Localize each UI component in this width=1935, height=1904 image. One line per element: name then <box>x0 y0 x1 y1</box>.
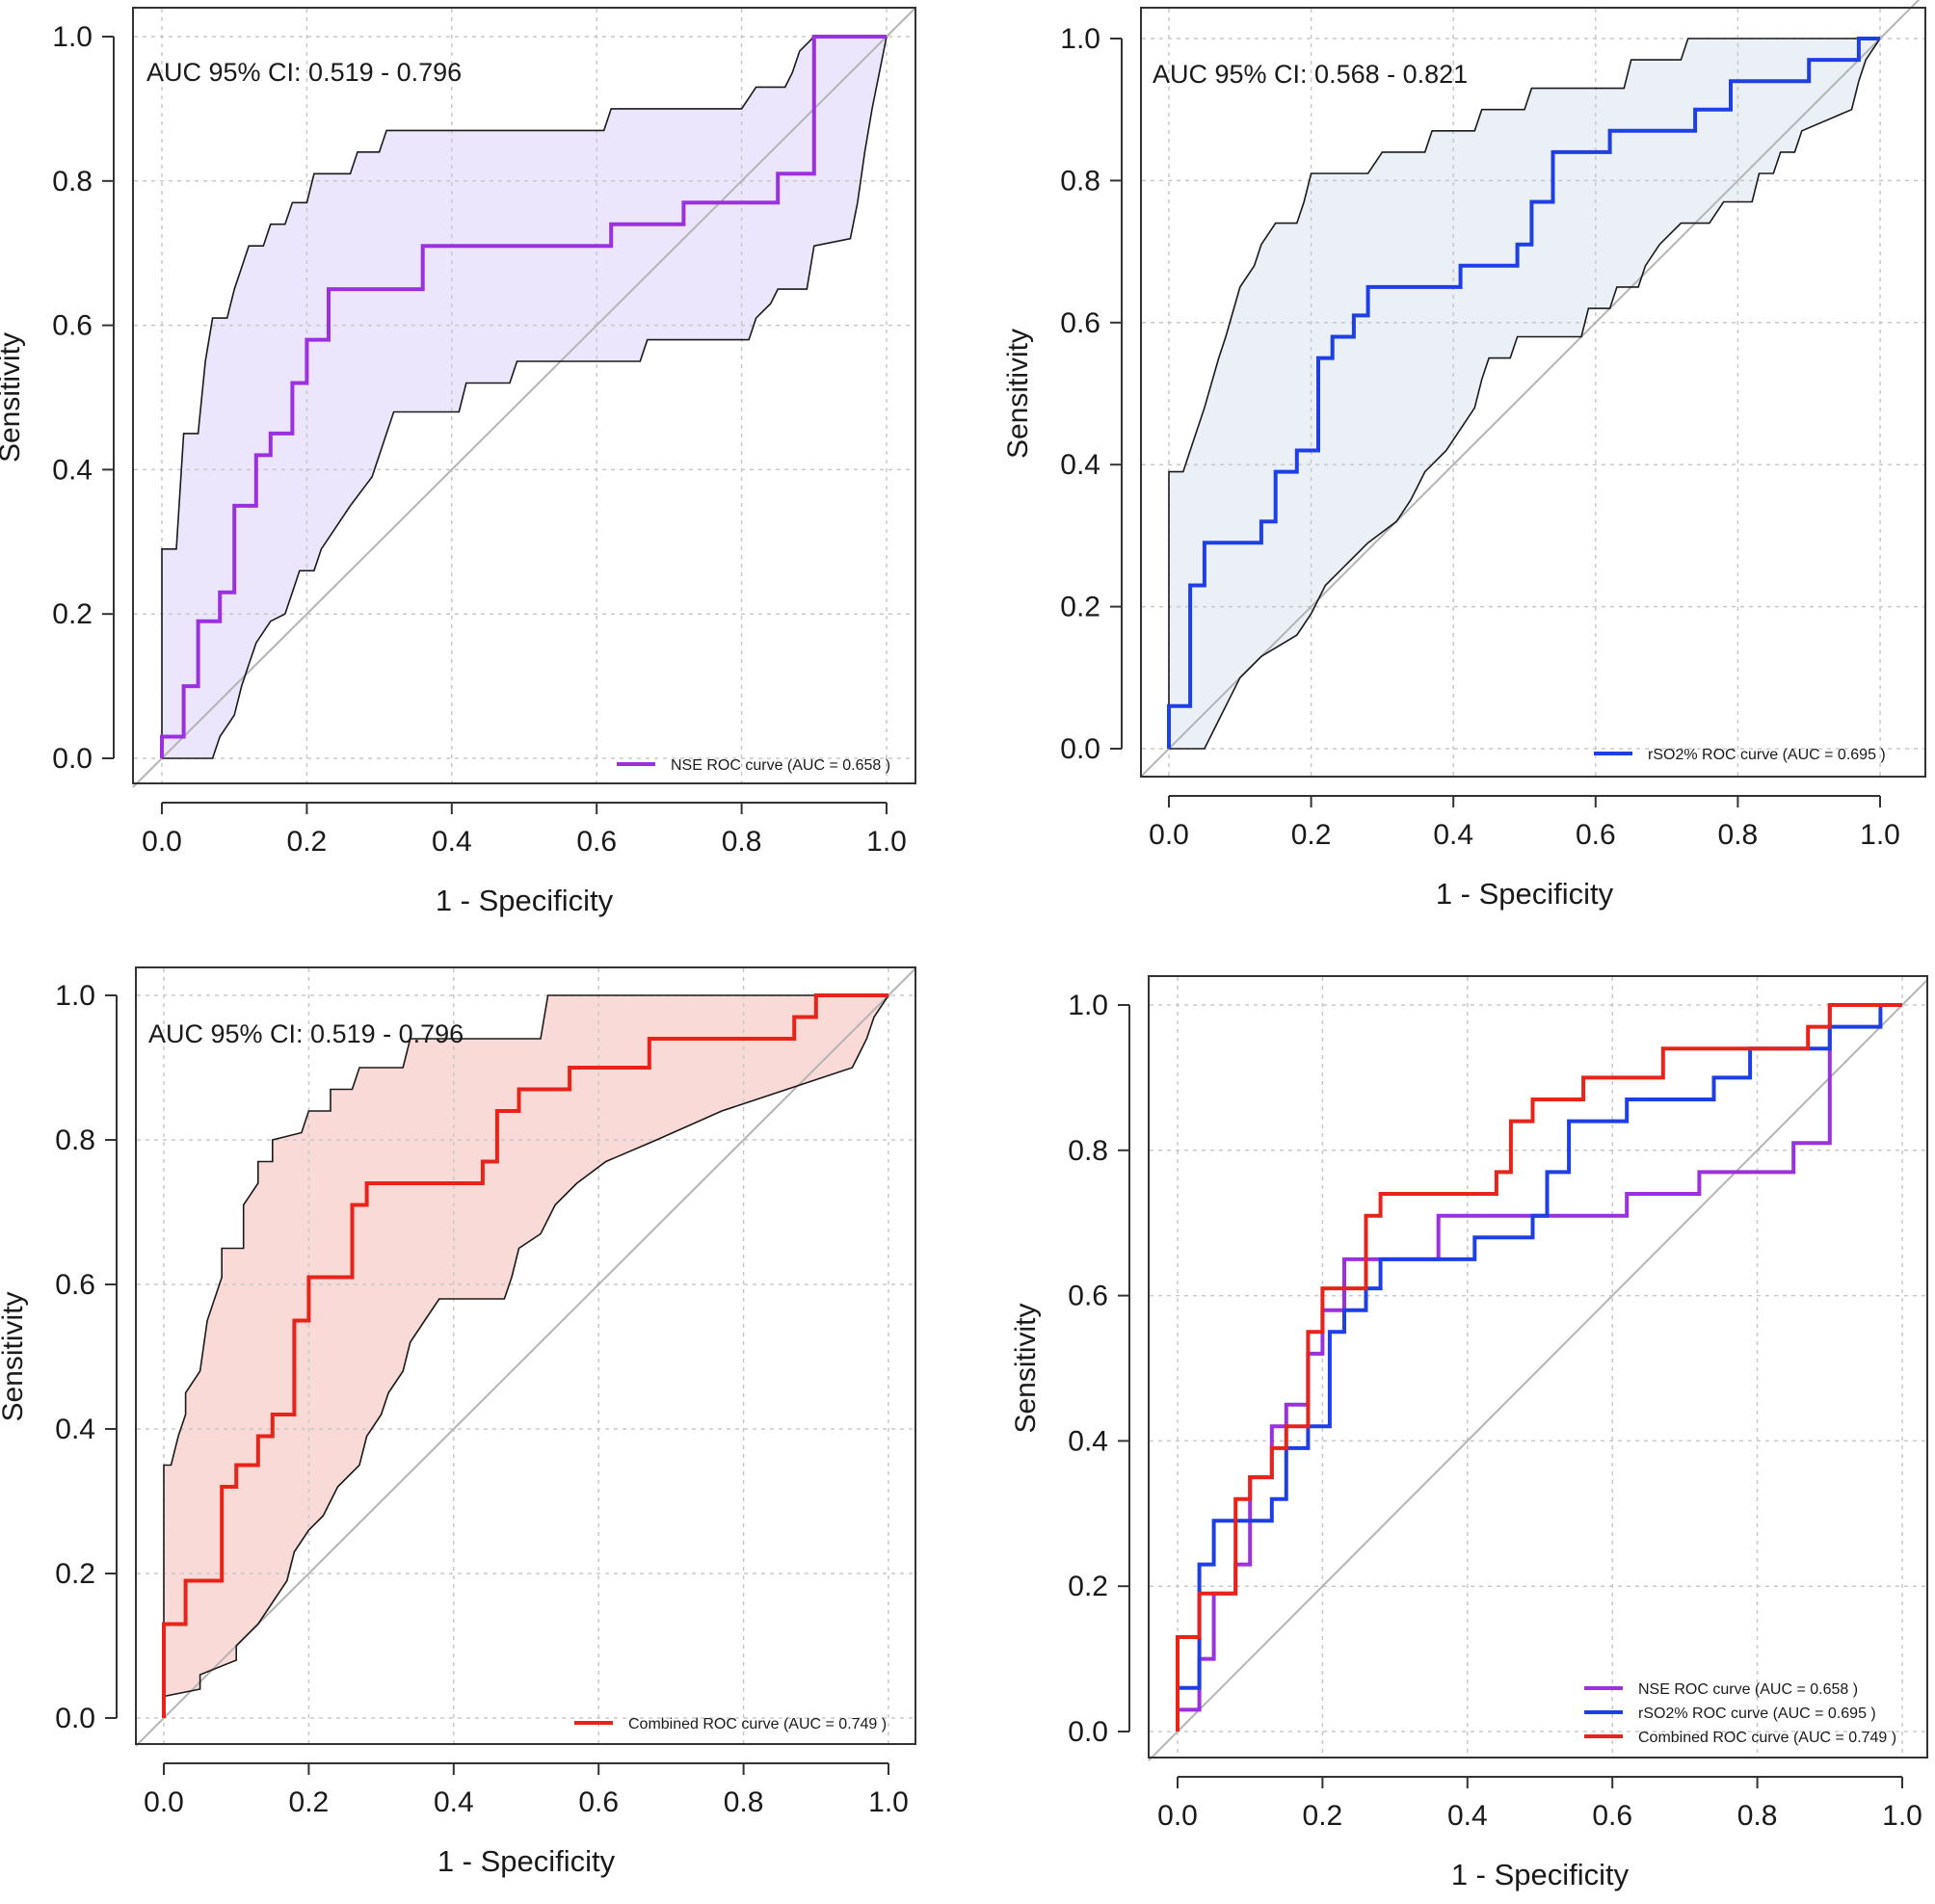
chart-1-series-1-line <box>160 35 887 758</box>
chart-2-series-1-line <box>1167 37 1880 749</box>
chart-3-x-tick-label: 1.0 <box>868 1786 909 1818</box>
chart-1-ci-lower <box>162 36 888 759</box>
chart-1: 0.0 0.2 0.4 0.6 0.8 1.0 1 - Specificity 0.0 0.2 0… <box>0 7 916 917</box>
chart-2-x-label: 1 - Specificity <box>1436 877 1614 911</box>
chart-4-legend-label-1: NSE ROC curve (AUC = 0.658 ) <box>1638 1681 1858 1698</box>
chart-1-x-tick-label: 0.0 <box>142 826 182 858</box>
chart-4-y-label: Sensitivity <box>1010 1303 1042 1433</box>
chart-2-y-tick-label: 0.4 <box>1060 449 1100 481</box>
chart-4-x-tick-label: 0.2 <box>1303 1800 1343 1832</box>
chart-2-y-tick-label: 0.6 <box>1060 307 1100 339</box>
chart-3-ci-lower <box>163 994 889 1718</box>
chart-1-y-tick-label: 0.4 <box>52 454 93 486</box>
chart-2-y-tick-label: 0.8 <box>1060 165 1100 197</box>
chart-3-x-tick-label: 0.8 <box>724 1786 764 1818</box>
chart-2-x-tick-label: 0.4 <box>1433 819 1473 851</box>
chart-3-x-tick-label: 0.6 <box>578 1786 619 1818</box>
chart-1-x-tick-label: 0.6 <box>576 826 617 858</box>
chart-3: 0.0 0.2 0.4 0.6 0.8 1.0 1 - Specificity 0.0 0.2 0… <box>0 966 916 1878</box>
chart-4-legend-label-2: rSO2% ROC curve (AUC = 0.695 ) <box>1638 1706 1876 1722</box>
chart-2-frame <box>1140 7 1926 778</box>
chart-3-ci-band <box>164 995 888 1718</box>
chart-3-x-tick-label: 0.2 <box>289 1786 330 1818</box>
chart-1-y-tick-label: 0.2 <box>52 598 93 630</box>
chart-4-x-tick-label: 1.0 <box>1882 1800 1922 1832</box>
chart-3-annotation: AUC 95% CI: 0.519 - 0.796 <box>148 1019 464 1048</box>
chart-4-y-tick-label: 0.2 <box>1068 1571 1108 1602</box>
chart-2-y-tick-label: 0.0 <box>1060 733 1100 765</box>
chart-3-x-tick-label: 0.0 <box>144 1786 184 1818</box>
chart-2-legend-label-1: rSO2% ROC curve (AUC = 0.695 ) <box>1648 747 1886 763</box>
chart-4-y-tick-label: 0.4 <box>1068 1425 1108 1457</box>
chart-3-y-tick-label: 0.0 <box>55 1703 95 1734</box>
chart-2-x-tick-label: 0.2 <box>1291 819 1332 851</box>
chart-1-y-tick-label: 0.0 <box>52 743 93 775</box>
chart-3-y-tick-label: 0.6 <box>55 1269 95 1301</box>
chart-4-frame <box>1148 975 1928 1759</box>
chart-1-x-tick-label: 0.4 <box>432 826 472 858</box>
chart-2-x-tick-label: 0.8 <box>1718 819 1759 851</box>
chart-4: 0.0 0.2 0.4 0.6 0.8 1.0 1 - Specificity 0.0 0.2 0… <box>1010 975 1928 1891</box>
chart-2-ci-upper <box>1168 38 1880 749</box>
chart-4-x-tick-label: 0.8 <box>1737 1800 1778 1832</box>
chart-4-y-tick-label: 1.0 <box>1068 990 1108 1021</box>
chart-4-series-2-line <box>1176 1003 1902 1732</box>
chart-1-ci-upper <box>161 36 887 758</box>
chart-2-y-tick-label: 0.2 <box>1060 592 1100 623</box>
chart-3-x-tick-label: 0.4 <box>434 1786 474 1818</box>
chart-4-x-tick-label: 0.4 <box>1447 1800 1488 1832</box>
chart-3-frame <box>135 966 916 1745</box>
chart-2-y-label: Sensitivity <box>1002 329 1034 459</box>
chart-1-y-label: Sensitivity <box>0 332 26 463</box>
chart-1-x-label: 1 - Specificity <box>436 884 614 917</box>
chart-1-x-tick-label: 0.2 <box>287 826 328 858</box>
chart-1-frame <box>132 7 916 784</box>
chart-4-y-tick-label: 0.8 <box>1068 1135 1108 1167</box>
chart-4-x-tick-label: 0.0 <box>1157 1800 1198 1832</box>
chart-3-y-label: Sensitivity <box>0 1291 29 1421</box>
chart-2-annotation: AUC 95% CI: 0.568 - 0.821 <box>1153 60 1468 89</box>
chart-1-legend-label-1: NSE ROC curve (AUC = 0.658 ) <box>671 757 890 774</box>
chart-2: 0.0 0.2 0.4 0.6 0.8 1.0 1 - Specificity 0.0 0.2 0… <box>1002 0 1926 911</box>
chart-4-x-tick-label: 0.6 <box>1592 1800 1632 1832</box>
chart-3-y-tick-label: 1.0 <box>55 980 95 1012</box>
chart-3-diagonal <box>135 967 916 1747</box>
chart-1-annotation: AUC 95% CI: 0.519 - 0.796 <box>146 58 462 87</box>
chart-4-y-tick-label: 0.0 <box>1068 1716 1108 1748</box>
chart-1-x-tick-label: 0.8 <box>722 826 762 858</box>
chart-1-x-tick-label: 1.0 <box>866 826 907 858</box>
chart-4-y-tick-label: 0.6 <box>1068 1281 1108 1312</box>
chart-1-diagonal <box>132 7 916 788</box>
chart-2-x-tick-label: 0.6 <box>1576 819 1616 851</box>
chart-3-y-tick-label: 0.2 <box>55 1558 95 1590</box>
chart-4-diagonal <box>1148 979 1928 1761</box>
chart-1-y-tick-label: 0.6 <box>52 310 93 342</box>
chart-3-ci-upper <box>163 994 888 1718</box>
chart-3-y-tick-label: 0.8 <box>55 1124 95 1156</box>
chart-1-y-tick-label: 0.8 <box>52 166 93 198</box>
chart-2-ci-lower <box>1169 38 1881 750</box>
chart-2-diagonal <box>1140 0 1921 778</box>
chart-4-x-label: 1 - Specificity <box>1451 1858 1630 1891</box>
chart-3-x-label: 1 - Specificity <box>437 1844 616 1878</box>
chart-3-series-1-line <box>162 993 888 1718</box>
chart-3-y-tick-label: 0.4 <box>55 1414 95 1445</box>
chart-1-y-tick-label: 1.0 <box>52 21 93 53</box>
chart-4-legend-label-3: Combined ROC curve (AUC = 0.749 ) <box>1638 1730 1896 1746</box>
chart-3-legend-label-1: Combined ROC curve (AUC = 0.749 ) <box>628 1716 887 1732</box>
chart-2-x-tick-label: 0.0 <box>1149 819 1189 851</box>
chart-2-y-tick-label: 1.0 <box>1060 23 1100 55</box>
chart-2-x-tick-label: 1.0 <box>1860 819 1900 851</box>
chart-4-series-3-line <box>1176 1003 1902 1732</box>
